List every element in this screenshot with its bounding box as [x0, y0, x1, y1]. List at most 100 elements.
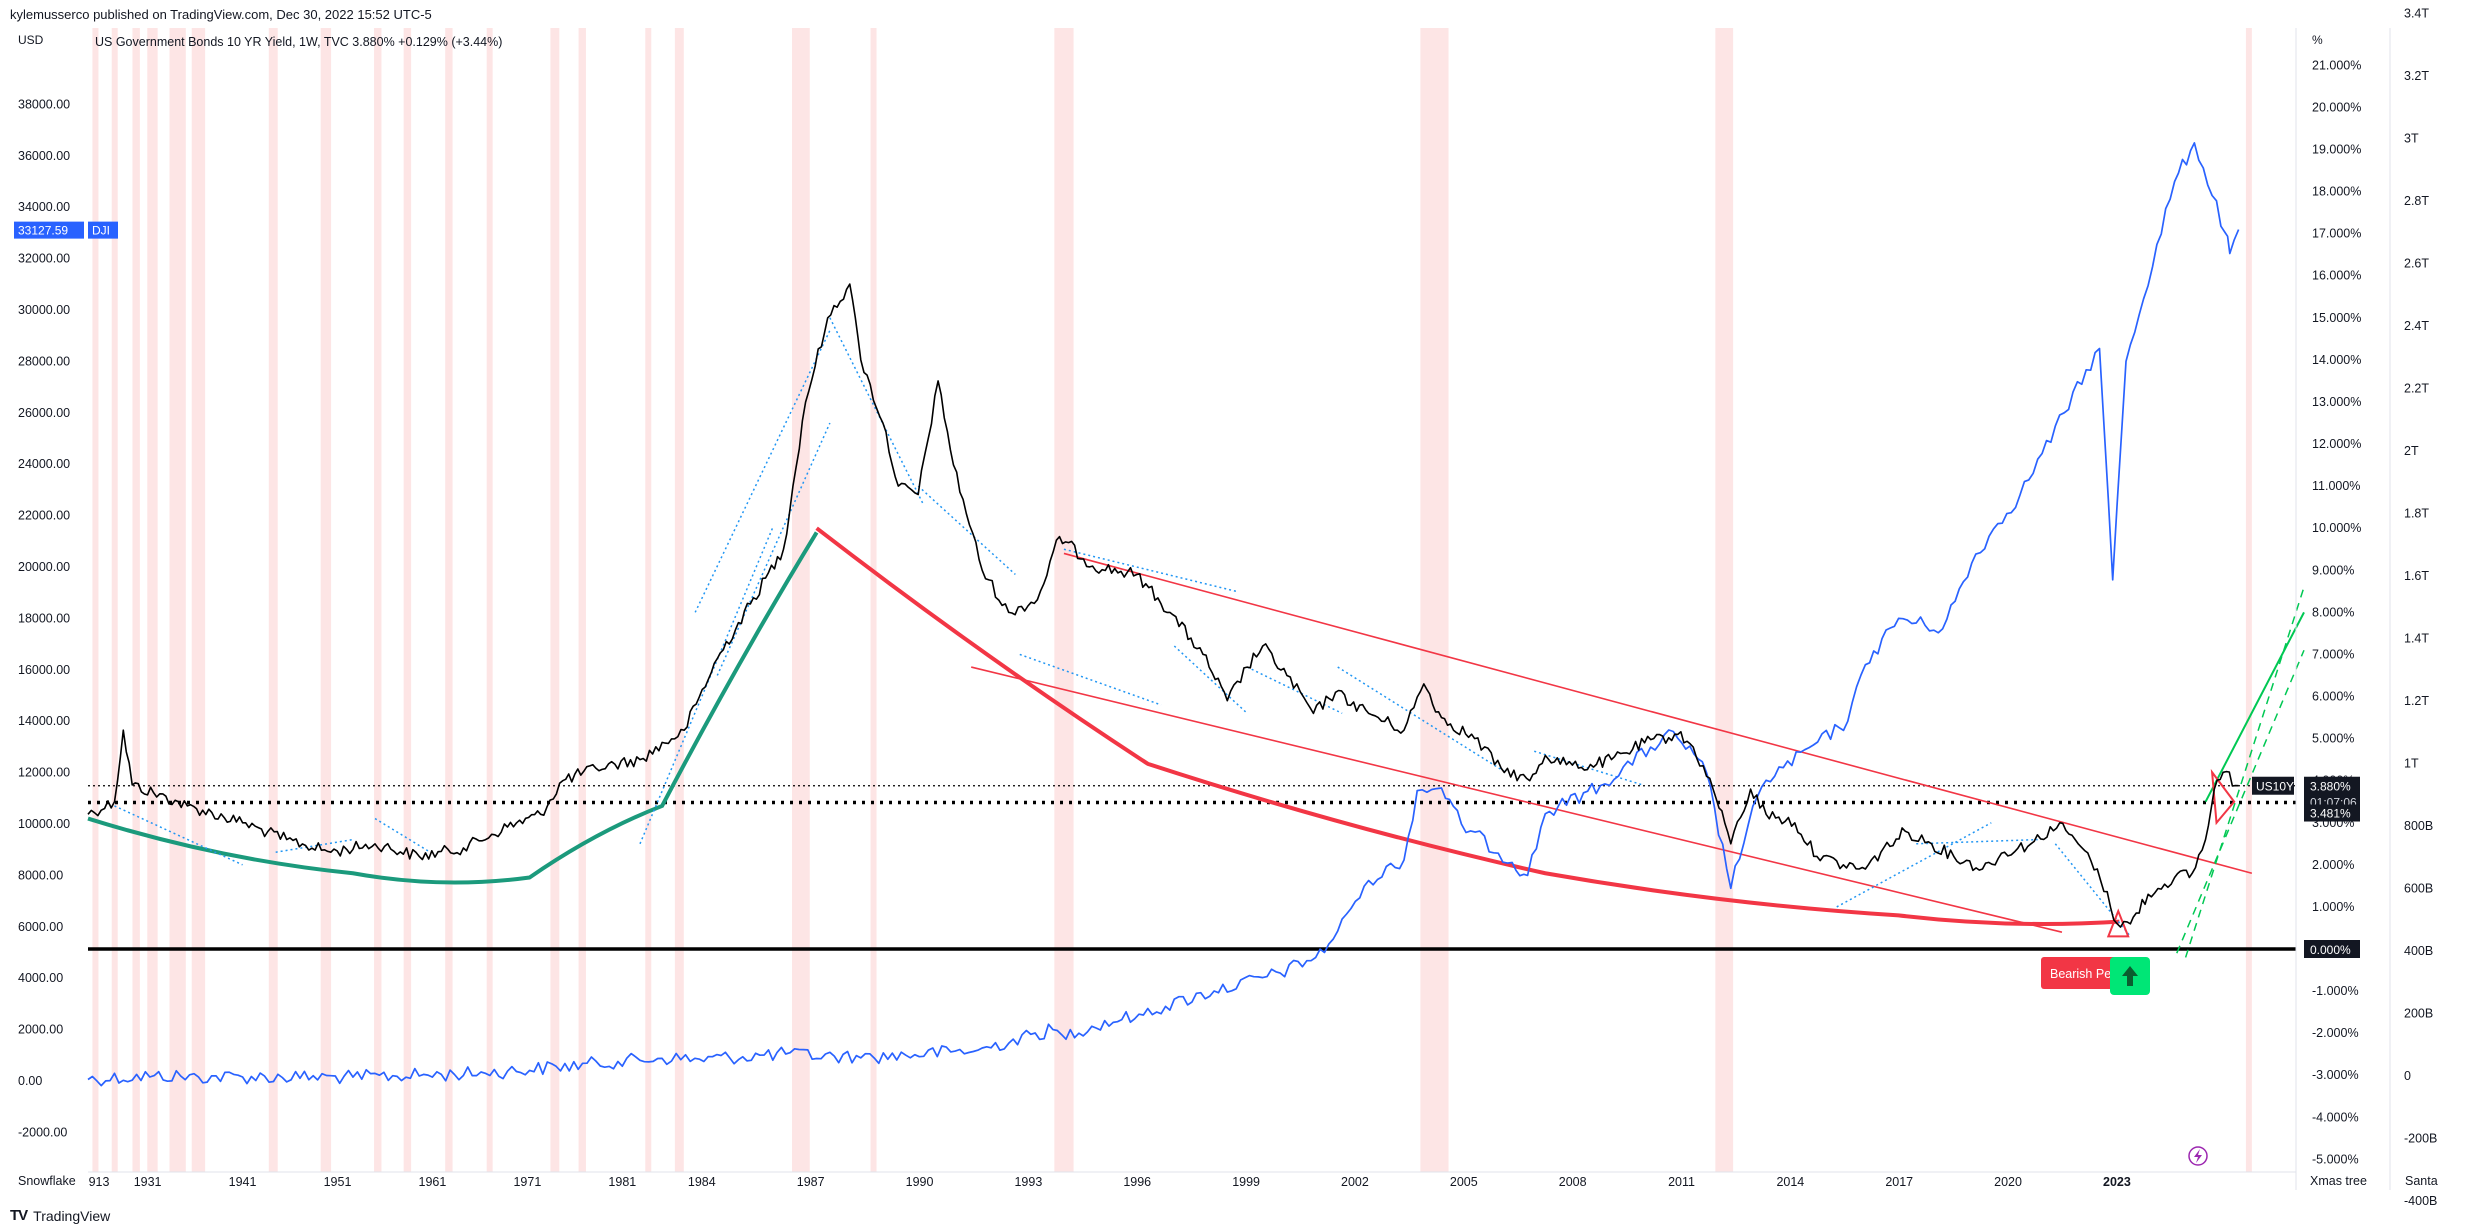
fan-line[interactable] — [917, 485, 1016, 576]
recession-band — [374, 28, 382, 1172]
right-cap-tick: 3T — [2404, 132, 2419, 146]
green-channel-lower[interactable] — [2176, 649, 2305, 954]
right-cap-tick: 2T — [2404, 444, 2419, 458]
green-arc[interactable] — [87, 531, 819, 885]
dji-price-badge[interactable] — [14, 221, 84, 239]
left-axis-tick: 14000.00 — [18, 714, 70, 728]
upper-channel-line[interactable] — [1063, 552, 2253, 875]
fan-line[interactable] — [1063, 548, 1237, 593]
right-corner-label-pct: Xmas tree — [2310, 1174, 2367, 1188]
right-cap-tick: 800B — [2404, 819, 2433, 833]
red-arc[interactable] — [815, 526, 2120, 926]
green-channel-mid[interactable] — [2204, 611, 2305, 803]
right-cap-tick: 1T — [2404, 757, 2419, 771]
x-axis-tick: 2008 — [1559, 1175, 1587, 1189]
right-cap-tick: -400B — [2404, 1194, 2437, 1208]
x-axis-tick: 2002 — [1341, 1175, 1369, 1189]
right-pct-tick: 12.000% — [2312, 437, 2361, 451]
level-value-badge[interactable] — [2304, 804, 2360, 822]
left-axis-tick: 28000.00 — [18, 354, 70, 368]
dji-symbol-badge[interactable] — [88, 221, 118, 239]
right-pct-tick: 6.000% — [2312, 690, 2354, 704]
right-cap-tick: 3.4T — [2404, 7, 2429, 21]
x-axis-tick: 1941 — [229, 1175, 257, 1189]
x-axis-tick: 1990 — [906, 1175, 934, 1189]
recession-band — [147, 28, 158, 1172]
right-cap-tick: 2.4T — [2404, 319, 2429, 333]
footer-brand[interactable]: TV TradingView — [10, 1207, 110, 1224]
left-axis-tick: 0.00 — [18, 1074, 42, 1088]
level-value-text: 3.481% — [2310, 807, 2351, 821]
lower-channel-line[interactable] — [971, 666, 2063, 933]
us10y-symbol-badge[interactable] — [2252, 776, 2294, 795]
right-pct-tick: -5.000% — [2312, 1152, 2359, 1166]
recession-band — [111, 28, 118, 1172]
left-axis-tick: 24000.00 — [18, 457, 70, 471]
left-axis-tick: 6000.00 — [18, 920, 63, 934]
recession-band — [674, 28, 684, 1172]
right-cap-tick: 1.6T — [2404, 569, 2429, 583]
x-axis-tick: 1984 — [688, 1175, 716, 1189]
right-cap-tick: 400B — [2404, 944, 2433, 958]
right-axis-unit: % — [2312, 33, 2323, 47]
fan-line[interactable] — [1337, 666, 1506, 773]
drawings — [87, 317, 2305, 958]
x-axis-tick: 1971 — [513, 1175, 541, 1189]
fan-line[interactable] — [1173, 645, 1248, 714]
right-pct-tick: -1.000% — [2312, 984, 2359, 998]
right-pct-tick: 21.000% — [2312, 58, 2361, 72]
zero-value-text: 0.000% — [2310, 943, 2351, 957]
left-corner-label: Snowflake — [18, 1174, 76, 1188]
right-cap-tick: 0 — [2404, 1069, 2411, 1083]
green-channel-upper[interactable] — [2184, 586, 2305, 958]
symbol-legend[interactable]: US Government Bonds 10 YR Yield, 1W, TVC… — [95, 35, 502, 49]
recession-band — [2245, 28, 2252, 1172]
left-axis-tick: -2000.00 — [18, 1125, 67, 1139]
zero-value-badge[interactable] — [2304, 940, 2360, 958]
left-axis-tick: 4000.00 — [18, 971, 63, 985]
recession-band — [486, 28, 493, 1172]
fan-line[interactable] — [1836, 822, 1992, 908]
fan-line[interactable] — [1916, 838, 2038, 845]
yield-line[interactable] — [87, 283, 2239, 928]
bullish-arrow-marker[interactable] — [2110, 957, 2150, 995]
left-axis-tick: 18000.00 — [18, 611, 70, 625]
left-axis-unit: USD — [18, 33, 44, 47]
left-axis-tick: 12000.00 — [18, 766, 70, 780]
fan-line[interactable] — [694, 330, 831, 613]
x-axis-tick: 2014 — [1776, 1175, 1804, 1189]
dji-line[interactable] — [87, 142, 2240, 1087]
right-cap-tick: 1.4T — [2404, 632, 2429, 646]
right-pct-tick: 2.000% — [2312, 858, 2354, 872]
recession-bands — [92, 28, 2252, 1172]
fan-line[interactable] — [1019, 653, 1162, 706]
right-pct-tick: 19.000% — [2312, 142, 2361, 156]
x-axis-tick: 1931 — [134, 1175, 162, 1189]
us10y-symbol-text: US10Y — [2256, 780, 2294, 794]
x-axis-tick: 2023 — [2103, 1175, 2131, 1189]
recession-band — [403, 28, 412, 1172]
recession-band — [268, 28, 278, 1172]
right-cap-tick: 2.2T — [2404, 382, 2429, 396]
top-triangle-marker[interactable] — [2210, 768, 2236, 826]
left-axis-tick: 34000.00 — [18, 200, 70, 214]
left-axis-tick: 8000.00 — [18, 868, 63, 882]
right-pct-tick: 15.000% — [2312, 311, 2361, 325]
lightning-icon-ring — [2188, 1146, 2208, 1166]
right-pct-tick: 18.000% — [2312, 185, 2361, 199]
fan-line[interactable] — [275, 838, 354, 853]
fan-line[interactable] — [114, 805, 243, 866]
fan-line[interactable] — [1246, 666, 1343, 715]
left-axis-tick: 20000.00 — [18, 560, 70, 574]
lightning-icon[interactable] — [2188, 1146, 2208, 1166]
x-axis-tick: 913 — [89, 1175, 110, 1189]
fan-line[interactable] — [374, 817, 431, 853]
fan-line[interactable] — [716, 422, 831, 676]
left-axis-tick: 2000.00 — [18, 1023, 63, 1037]
left-axis-tick: 38000.00 — [18, 97, 70, 111]
footer-brand-label: TradingView — [33, 1207, 111, 1224]
x-axis-tick: 1993 — [1014, 1175, 1042, 1189]
recession-band — [320, 28, 332, 1172]
horizontal-levels — [88, 785, 2296, 951]
